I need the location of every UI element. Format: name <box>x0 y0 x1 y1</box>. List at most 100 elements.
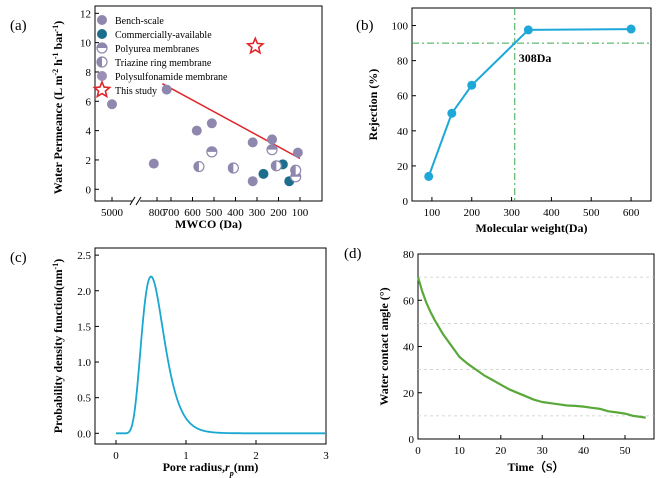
panel-b-xtick-label: 400 <box>543 207 560 219</box>
panel-c-ylabel-part: ) <box>51 259 65 263</box>
panel-a-ytick-label: 8 <box>86 67 92 79</box>
panel-b-point <box>424 171 434 181</box>
panel-c-label: (c) <box>10 250 27 266</box>
panel-c-xlabel-part: Pore radius, <box>163 460 225 474</box>
panel-a-xtick-label: 700 <box>163 207 180 219</box>
panel-b-xtick-label: 600 <box>623 207 640 219</box>
panel-c-ytick-label: 0.5 <box>77 393 91 405</box>
panel-a-trendline <box>162 83 301 160</box>
panel-b-ytick-label: 100 <box>392 21 409 33</box>
panel-a-xtick-label: 100 <box>292 207 309 219</box>
panel-a-ytick-label: 6 <box>86 96 92 108</box>
panel-a-ytick-label: 12 <box>80 8 91 20</box>
panel-a-point <box>258 168 269 179</box>
panel-b-ytick-label: 80 <box>397 56 409 68</box>
panel-a-xtick-label: 800 <box>149 207 166 219</box>
panel-a-legend-label: Commercially-available <box>115 30 212 41</box>
panel-a-point <box>247 137 258 148</box>
panel-a-axis-break-mark <box>129 196 136 206</box>
panel-a-xtick-label: 400 <box>227 207 244 219</box>
panel-a-legend-marker <box>97 29 107 39</box>
panel-a-ytick-label: 2 <box>86 155 92 167</box>
panel-a-point-fill <box>290 165 296 176</box>
panel-c-ylabel-text: Probability density function(nm-1) <box>51 259 66 433</box>
panel-b-ytick-label: 60 <box>397 91 409 103</box>
panel-d-ytick-label: 60 <box>403 295 415 307</box>
panel-a-ytick-label: 10 <box>80 38 92 50</box>
panel-a-point <box>206 146 218 158</box>
panel-a-axes <box>94 5 323 202</box>
panel-c-curve <box>116 275 326 435</box>
panel-a-axis-break-mark <box>135 196 142 206</box>
panel-a-ylabel-text: Water Permeance (L m-2 h-1 bar-1) <box>51 21 66 194</box>
panel-a-xtick-label: 500 <box>206 207 223 219</box>
panel-a-point <box>107 99 117 110</box>
panel-a-legend-marker <box>97 71 107 81</box>
panel-a-legend-marker-fill <box>97 57 102 67</box>
panel-a-point <box>292 147 303 158</box>
panel-a-point-fill <box>193 161 199 172</box>
panel-b-point <box>626 24 636 34</box>
panel-c-xlabel: Pore radius,rp(nm) <box>163 460 259 478</box>
panel-a-legend-label: Polysulfonamide membrane <box>115 72 228 83</box>
panel-b-xtick-label: 200 <box>464 207 481 219</box>
panel-a-ytick-label: 4 <box>86 126 92 138</box>
panel-d-ylabel: Water contact angle (°) <box>377 287 391 405</box>
panel-b-ylabel: Rejection (%) <box>366 69 380 141</box>
panel-c-ylabel-part: Probability density function(nm <box>51 269 65 433</box>
panel-a-axis-break-gap <box>132 197 140 205</box>
panel-a-ylabel-part: ) <box>51 21 65 25</box>
panel-a-legend-marker <box>96 56 108 68</box>
panel-a-ylabel: Water Permeance (L m-2 h-1 bar-1) <box>51 21 66 194</box>
panel-c-ylabel-part: -1 <box>51 263 60 270</box>
panel-d-xtick-label: 0 <box>415 445 421 457</box>
panel-a-ylabel-part: Water Permeance (L m <box>51 75 65 194</box>
panel-a-ylabel-part: -1 <box>51 25 60 32</box>
panel-a-xtick-label: 200 <box>270 207 287 219</box>
panel-a-point <box>245 36 265 55</box>
panel-a-xtick-label: 300 <box>249 207 266 219</box>
panel-a-xtick-label: 600 <box>184 207 201 219</box>
panel-d-xtick-label: 20 <box>495 445 507 457</box>
panel-a-legend-marker <box>92 79 112 99</box>
panel-a-label: (a) <box>10 18 27 34</box>
panel-a-ylabel-part: -2 <box>51 69 60 76</box>
panel-a-legend-marker <box>96 42 108 54</box>
panel-a-ylabel-part: h <box>51 59 65 69</box>
panel-b-xlabel: Molecular weight(Da) <box>475 221 587 235</box>
panel-a-point <box>206 118 217 129</box>
panel-a-legend-marker-fill <box>97 43 107 48</box>
panel-a-point <box>161 84 172 95</box>
panel-c-xtick-label: 3 <box>323 450 329 462</box>
panel-b-xtick-label: 300 <box>503 207 520 219</box>
panel-d-xtick-label: 40 <box>578 445 590 457</box>
panel-a-ylabel-part: bar <box>51 31 65 53</box>
panel-a-ytick-label: 0 <box>86 184 92 196</box>
panel-b-xtick-label: 500 <box>583 207 600 219</box>
panel-c-axes <box>94 247 327 445</box>
panel-a-legend-label: Polyurea membranes <box>115 44 199 55</box>
panel-c-ytick-label: 1.5 <box>77 321 91 333</box>
panel-b-label: (b) <box>356 18 374 34</box>
panel-c-ytick-label: 2.0 <box>77 286 91 298</box>
panel-b-xtick-label: 100 <box>424 207 441 219</box>
panel-a-point-fill <box>267 144 278 150</box>
panel-a-legend-label: This study <box>115 86 157 97</box>
panel-b-ytick-label: 40 <box>397 126 409 138</box>
panel-b-axes <box>411 7 652 202</box>
panel-a-point <box>148 158 159 169</box>
panel-d-label: (d) <box>344 246 362 262</box>
panel-a-legend-marker <box>97 15 107 25</box>
panel-d-xlabel: Time（S） <box>507 459 564 474</box>
panel-b-point <box>467 80 477 90</box>
panel-c-xlabel-part: p <box>229 469 234 478</box>
panel-b-ytick-label: 20 <box>397 161 409 173</box>
panel-c-xlabel-part: (nm) <box>234 460 259 474</box>
panel-c-xlabel-part: r <box>225 460 230 474</box>
panel-a-xtick-label: 5000 <box>101 207 124 219</box>
panel-a-point <box>290 164 302 176</box>
panel-d-ytick-label: 0 <box>409 434 415 446</box>
panel-c-ytick-label: 1.0 <box>77 357 91 369</box>
